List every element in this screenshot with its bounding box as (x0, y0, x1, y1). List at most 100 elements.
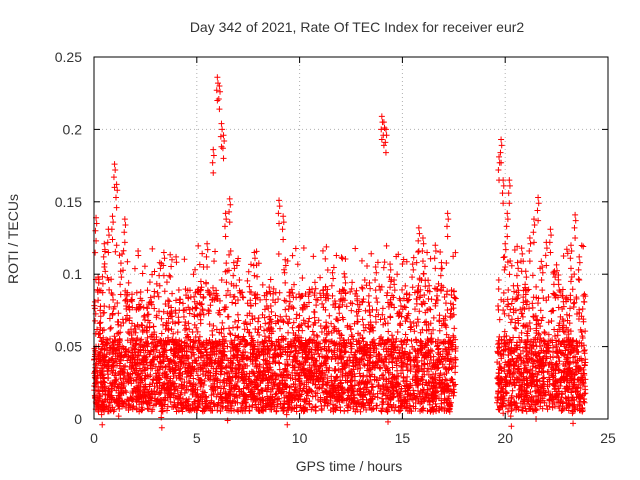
data-point (450, 382, 457, 389)
data-point (227, 330, 234, 337)
data-point (359, 285, 366, 292)
data-point (203, 393, 210, 400)
data-point (247, 261, 254, 268)
data-point (324, 266, 331, 273)
data-point (175, 319, 182, 326)
data-point (438, 406, 445, 413)
data-point (369, 384, 376, 391)
data-point (100, 365, 107, 372)
data-point (342, 344, 349, 351)
data-point (319, 300, 326, 307)
data-point (98, 338, 105, 345)
data-point (415, 282, 422, 289)
data-point (309, 354, 316, 361)
data-point (419, 301, 426, 308)
data-point (411, 289, 418, 296)
data-point (505, 287, 512, 294)
data-point (166, 298, 173, 305)
data-point (277, 325, 284, 332)
data-point (106, 286, 113, 293)
data-point (410, 254, 417, 261)
data-point (167, 347, 174, 354)
data-point (102, 268, 109, 275)
data-point (322, 255, 329, 262)
data-point (147, 294, 154, 301)
data-point (387, 314, 394, 321)
data-point (115, 321, 122, 328)
data-point (494, 341, 501, 348)
data-point (166, 272, 173, 279)
data-point (300, 245, 307, 252)
data-point (407, 403, 414, 410)
data-point (309, 328, 316, 335)
data-point (186, 310, 193, 317)
data-point (259, 281, 266, 288)
data-point (293, 294, 300, 301)
data-point (367, 312, 374, 319)
data-point (500, 254, 507, 261)
data-point (424, 249, 431, 256)
data-point (427, 306, 434, 313)
data-point (314, 297, 321, 304)
data-point (91, 305, 98, 312)
data-point (128, 297, 135, 304)
data-point (277, 400, 284, 407)
data-point (183, 374, 190, 381)
data-point (168, 256, 175, 263)
data-point (569, 286, 576, 293)
data-point (378, 372, 385, 379)
data-point (439, 348, 446, 355)
data-point (354, 312, 361, 319)
data-point (309, 393, 316, 400)
data-point (358, 257, 365, 264)
data-point (348, 307, 355, 314)
data-point (436, 327, 443, 334)
data-point (221, 333, 228, 340)
data-point (533, 283, 540, 290)
data-point (306, 315, 313, 322)
data-point (506, 271, 513, 278)
data-point (339, 255, 346, 262)
data-point (302, 320, 309, 327)
data-point (513, 325, 520, 332)
data-point (503, 390, 510, 397)
data-point (312, 381, 319, 388)
data-point (173, 253, 180, 260)
data-point (310, 253, 317, 260)
data-point (313, 302, 320, 309)
data-point (278, 316, 285, 323)
data-point (192, 266, 199, 273)
data-point (344, 379, 351, 386)
data-point (160, 321, 167, 328)
data-point (374, 402, 381, 409)
data-point (246, 283, 253, 290)
data-point (402, 282, 409, 289)
data-point (180, 307, 187, 314)
data-point (113, 242, 120, 249)
data-point (351, 351, 358, 358)
data-point (541, 330, 548, 337)
data-point (92, 249, 99, 256)
chart-title: Day 342 of 2021, Rate Of TEC Index for r… (190, 19, 525, 35)
data-point (235, 255, 242, 262)
data-point (378, 395, 385, 402)
data-point (296, 312, 303, 319)
data-point (379, 391, 386, 398)
data-point (294, 261, 301, 268)
data-point (413, 322, 420, 329)
data-point (133, 289, 140, 296)
data-point (179, 408, 186, 415)
data-point (225, 313, 232, 320)
data-point (311, 279, 318, 286)
data-point (181, 390, 188, 397)
data-point (378, 408, 385, 415)
data-point (551, 333, 558, 340)
data-point (368, 250, 375, 257)
data-point (197, 320, 204, 327)
data-point (352, 245, 359, 252)
data-point (276, 366, 283, 373)
data-point (194, 372, 201, 379)
data-point (432, 302, 439, 309)
data-point (189, 329, 196, 336)
data-point (508, 316, 515, 323)
